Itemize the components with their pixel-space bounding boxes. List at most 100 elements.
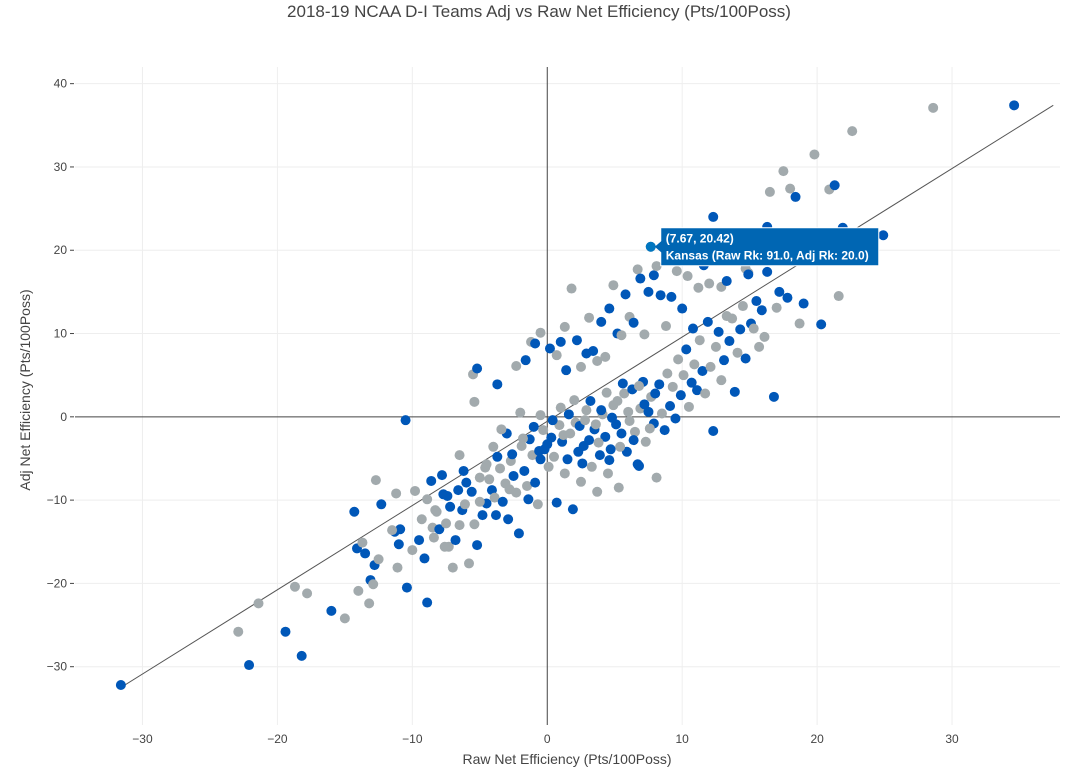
data-point[interactable] (778, 166, 789, 177)
data-point[interactable] (634, 381, 645, 392)
data-point[interactable] (729, 386, 740, 397)
data-point[interactable] (700, 388, 711, 399)
data-point[interactable] (740, 353, 751, 364)
data-point[interactable] (829, 180, 840, 191)
data-point[interactable] (490, 510, 501, 521)
data-point[interactable] (472, 540, 483, 551)
data-point[interactable] (253, 598, 264, 609)
data-point[interactable] (662, 368, 673, 379)
data-point[interactable] (632, 264, 643, 275)
data-point[interactable] (816, 319, 827, 330)
data-point[interactable] (370, 475, 381, 486)
data-point[interactable] (496, 424, 507, 435)
data-point[interactable] (532, 499, 543, 510)
data-point[interactable] (635, 273, 646, 284)
data-point[interactable] (677, 303, 688, 314)
data-point[interactable] (675, 390, 686, 401)
data-point[interactable] (401, 582, 412, 593)
data-point[interactable] (459, 499, 470, 510)
data-point[interactable] (785, 183, 796, 194)
data-point[interactable] (670, 413, 681, 424)
data-point[interactable] (713, 326, 724, 337)
data-point[interactable] (687, 323, 698, 334)
data-point[interactable] (629, 426, 640, 437)
data-point[interactable] (357, 537, 368, 548)
data-point[interactable] (437, 470, 448, 481)
data-point[interactable] (708, 425, 719, 436)
data-point[interactable] (798, 298, 809, 309)
data-point[interactable] (523, 494, 534, 505)
data-point[interactable] (233, 626, 244, 637)
data-point[interactable] (615, 441, 626, 452)
data-point[interactable] (751, 296, 762, 307)
data-point[interactable] (616, 330, 627, 341)
data-point[interactable] (555, 336, 566, 347)
data-point[interactable] (620, 289, 631, 300)
data-point[interactable] (559, 321, 570, 332)
data-point[interactable] (768, 391, 779, 402)
data-point[interactable] (561, 365, 572, 376)
data-point[interactable] (782, 292, 793, 303)
data-point[interactable] (651, 472, 662, 483)
data-point[interactable] (639, 399, 650, 410)
data-point[interactable] (296, 650, 307, 661)
data-point[interactable] (774, 286, 785, 297)
data-point[interactable] (710, 341, 721, 352)
data-point[interactable] (280, 626, 291, 637)
data-point[interactable] (453, 485, 464, 496)
data-point[interactable] (683, 401, 694, 412)
data-point[interactable] (594, 450, 605, 461)
data-point[interactable] (571, 335, 582, 346)
data-point[interactable] (682, 271, 693, 282)
data-point[interactable] (604, 455, 615, 466)
data-point[interactable] (602, 468, 613, 479)
data-point[interactable] (115, 680, 126, 691)
data-point[interactable] (400, 415, 411, 426)
data-point[interactable] (387, 525, 398, 536)
data-point[interactable] (634, 460, 645, 471)
data-point[interactable] (393, 539, 404, 550)
data-point[interactable] (596, 316, 607, 327)
data-point[interactable] (416, 514, 427, 525)
data-point[interactable] (439, 541, 450, 552)
data-point[interactable] (508, 470, 519, 481)
data-point[interactable] (623, 406, 634, 417)
data-point[interactable] (368, 579, 379, 590)
data-point[interactable] (643, 286, 654, 297)
data-point[interactable] (466, 486, 477, 497)
data-point[interactable] (520, 355, 531, 366)
data-point[interactable] (847, 126, 858, 137)
data-point[interactable] (759, 331, 770, 342)
data-point[interactable] (654, 379, 665, 390)
data-point[interactable] (604, 303, 615, 314)
data-point[interactable] (469, 519, 480, 530)
data-point[interactable] (628, 435, 639, 446)
data-point[interactable] (477, 510, 488, 521)
data-point[interactable] (743, 269, 754, 280)
data-point[interactable] (628, 317, 639, 328)
data-point[interactable] (549, 451, 560, 462)
data-point[interactable] (289, 581, 300, 592)
data-point[interactable] (569, 395, 580, 406)
data-point[interactable] (445, 501, 456, 512)
data-point[interactable] (612, 395, 623, 406)
data-point[interactable] (488, 441, 499, 452)
data-point[interactable] (544, 343, 555, 354)
data-point[interactable] (373, 554, 384, 565)
data-point[interactable] (458, 465, 469, 476)
data-point[interactable] (697, 366, 708, 377)
data-point[interactable] (833, 291, 844, 302)
data-point[interactable] (661, 321, 671, 332)
data-point[interactable] (584, 312, 595, 323)
data-point[interactable] (732, 347, 743, 358)
data-point[interactable] (928, 102, 939, 113)
data-point[interactable] (659, 425, 670, 436)
data-point[interactable] (461, 477, 472, 488)
data-point[interactable] (644, 423, 655, 434)
data-point[interactable] (519, 465, 530, 476)
data-point[interactable] (756, 305, 767, 316)
data-point[interactable] (716, 375, 727, 386)
data-point[interactable] (656, 408, 667, 419)
data-point[interactable] (441, 518, 452, 529)
data-point[interactable] (605, 444, 616, 455)
